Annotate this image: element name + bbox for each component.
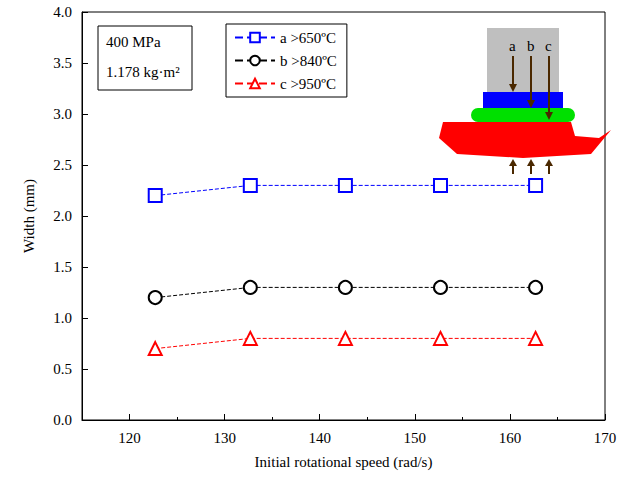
svg-text:1.178 kg·m²: 1.178 kg·m² [106, 64, 180, 80]
svg-text:1.5: 1.5 [53, 259, 72, 275]
svg-text:4.0: 4.0 [53, 4, 72, 20]
svg-text:a >650ºC: a >650ºC [280, 30, 336, 46]
svg-text:2.5: 2.5 [53, 157, 72, 173]
svg-text:130: 130 [213, 430, 236, 446]
svg-text:170: 170 [594, 430, 617, 446]
svg-text:b >840ºC: b >840ºC [280, 53, 337, 69]
svg-text:Initial rotational speed (rad/: Initial rotational speed (rad/s) [255, 454, 433, 471]
svg-text:150: 150 [404, 430, 427, 446]
svg-text:0.0: 0.0 [53, 412, 72, 428]
svg-text:Width (mm): Width (mm) [21, 179, 38, 253]
svg-text:1.0: 1.0 [53, 310, 72, 326]
svg-text:160: 160 [499, 430, 521, 446]
svg-text:c >950ºC: c >950ºC [280, 76, 336, 92]
svg-text:3.0: 3.0 [53, 106, 72, 122]
svg-text:120: 120 [118, 430, 141, 446]
svg-text:2.0: 2.0 [53, 208, 72, 224]
svg-text:c: c [545, 38, 552, 54]
svg-text:0.5: 0.5 [53, 361, 72, 377]
svg-text:b: b [527, 38, 535, 54]
svg-text:3.5: 3.5 [53, 55, 72, 71]
svg-text:140: 140 [308, 430, 331, 446]
svg-text:400 MPa: 400 MPa [106, 34, 161, 50]
svg-text:a: a [509, 38, 516, 54]
